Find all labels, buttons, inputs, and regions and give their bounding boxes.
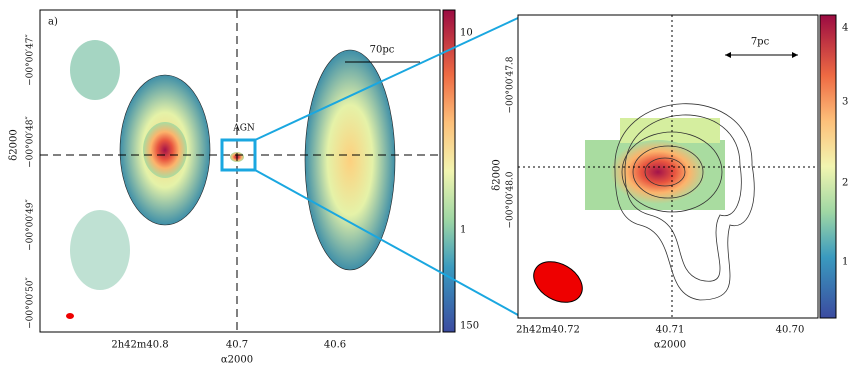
y-axis-label: δ2000 [9,129,20,160]
y-tick-label: −00°00′50″ [26,276,36,328]
colorbar-tick-label: 1 [460,225,466,236]
left-panel: a) 70pc AGN δ2000 −00°00′47″ −00°00′48″ … [9,9,479,366]
colorbar-tick-label: 3 [842,97,848,108]
emission-patch [70,210,130,290]
emission-core [143,122,187,178]
x-tick-label: 40.70 [776,325,805,336]
x-axis-label: α2000 [221,355,253,366]
x-axis-label: α2000 [654,340,686,351]
colorbar-tick-label: 150 [460,321,479,332]
panel-label: a) [48,17,58,28]
x-tick-label: 2h42m40.72 [516,325,580,336]
colorbar [819,14,837,319]
zoom-box [220,138,257,172]
y-tick-label: −00°00′47″ [26,33,36,85]
colorbar-tick-label: 4 [842,23,848,34]
x-tick-label: 2h42m40.8 [111,340,168,351]
x-tick-label: 40.71 [656,325,685,336]
y-tick-label: −00°00′48″ [26,115,36,167]
emission-map [620,118,720,143]
emission-patch [70,40,120,100]
y-tick-label: −00°00′48.0 [506,171,516,228]
colorbar-tick-label: 2 [842,178,848,189]
x-tick-label: 40.7 [226,340,248,351]
emission-core [610,140,706,204]
zoom-line [254,169,519,316]
y-tick-label: −00°00′49″ [26,198,36,250]
y-tick-label: −00°00′47.8 [506,56,516,113]
contours [614,103,755,301]
beam [533,261,583,303]
colorbar-tick-label: 1 [842,257,848,268]
colorbar [442,9,456,333]
y-axis-label: δ2000 [492,159,503,190]
emission-east [304,49,396,271]
scale-label: 7pc [751,37,770,48]
agn-label: AGN [232,124,255,134]
right-panel: 7pc δ2000 −00°00′47.8 −00°00′48.0 2h42m4… [492,14,848,351]
zoom-line [254,17,519,141]
x-tick-label: 40.6 [324,340,346,351]
beam [66,313,74,319]
scale-label: 70pc [370,45,395,56]
colorbar-tick-label: 10 [460,28,473,39]
